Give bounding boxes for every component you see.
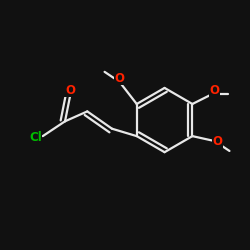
Text: Cl: Cl bbox=[29, 131, 42, 144]
Text: O: O bbox=[210, 84, 220, 97]
Text: O: O bbox=[212, 134, 222, 147]
Text: O: O bbox=[65, 84, 75, 97]
Text: O: O bbox=[114, 72, 124, 85]
